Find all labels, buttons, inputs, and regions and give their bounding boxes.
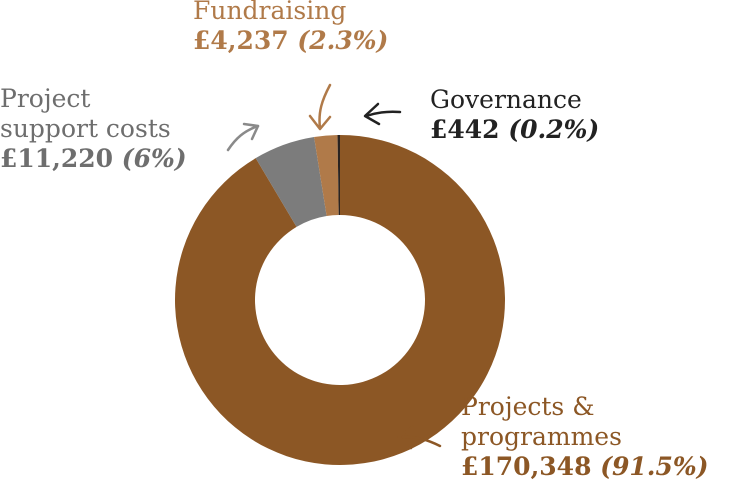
arrow-projects-programmes-icon	[397, 425, 442, 450]
slice-amount: £170,348	[461, 452, 592, 481]
slice-percent: (6%)	[121, 144, 187, 173]
slice-governance	[337, 135, 340, 216]
slice-name-line2: support costs	[0, 114, 171, 143]
slice-project-support-costs	[255, 137, 327, 227]
slice-percent: (0.2%)	[508, 115, 600, 144]
arrow-project-support-costs-icon	[226, 122, 260, 152]
slice-amount: £4,237	[193, 26, 289, 55]
slice-label-project-support-costs: Project support costs £11,220 (6%)	[0, 84, 187, 174]
slice-name-line2: programmes	[461, 422, 622, 451]
slice-percent: (91.5%)	[600, 452, 709, 481]
slice-name: Project	[0, 84, 91, 113]
slice-label-projects-programmes: Projects & programmes £170,348 (91.5%)	[461, 392, 709, 482]
slice-label-fundraising: Fundraising £4,237 (2.3%)	[193, 0, 388, 56]
slice-percent: (2.3%)	[297, 26, 389, 55]
slice-amount: £442	[430, 115, 500, 144]
arrow-fundraising-icon	[308, 83, 332, 131]
slice-projects-programmes	[174, 135, 505, 465]
arrow-governance-icon	[363, 102, 402, 126]
slice-name: Fundraising	[193, 0, 347, 25]
slice-name: Projects &	[461, 392, 595, 421]
slice-fundraising	[314, 135, 339, 217]
slice-name: Governance	[430, 85, 582, 114]
slice-label-governance: Governance £442 (0.2%)	[430, 85, 599, 145]
slice-amount: £11,220	[0, 144, 114, 173]
